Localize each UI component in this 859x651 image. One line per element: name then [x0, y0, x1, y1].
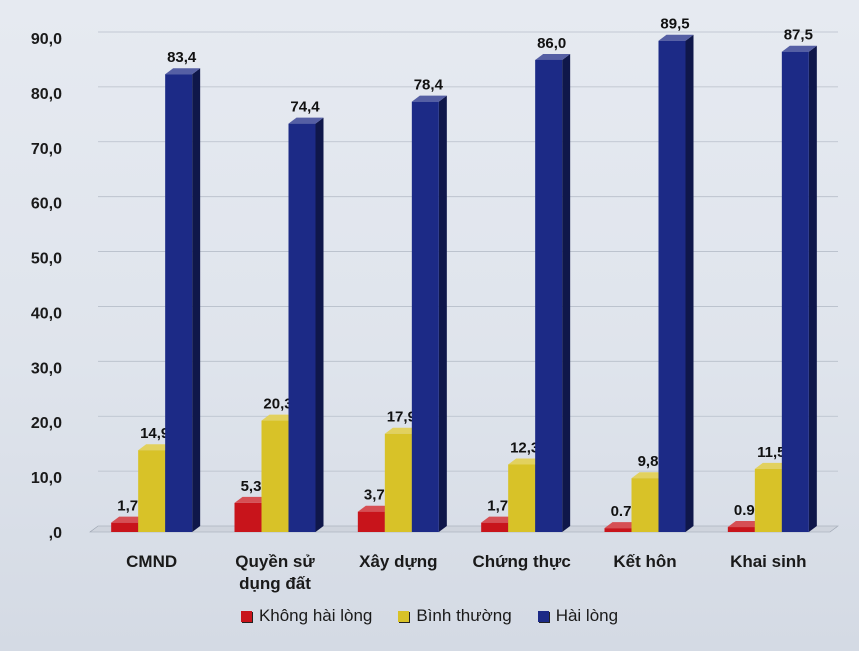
data-label: 1,7 — [117, 498, 138, 515]
x-tick-label: Khai sinh — [730, 552, 807, 571]
data-label: 5,3 — [241, 478, 262, 495]
data-label: 83,4 — [167, 49, 197, 66]
data-label: 74,4 — [290, 99, 320, 116]
bar-top — [138, 444, 174, 451]
data-label: 9,8 — [638, 453, 659, 470]
bar-top — [384, 427, 420, 434]
data-label: 14,9 — [140, 425, 169, 442]
legend-label-hai-long: Hài lòng — [555, 606, 619, 625]
y-tick-label: 20,0 — [31, 415, 62, 432]
bar — [481, 522, 509, 532]
bar-top — [234, 496, 270, 503]
bar-side — [685, 34, 694, 532]
bar — [234, 502, 262, 532]
data-label: 11,5 — [757, 444, 785, 461]
bar — [138, 450, 166, 532]
bar — [535, 59, 563, 532]
x-tick-label: Quyền sử — [235, 552, 315, 571]
bar-top — [111, 516, 147, 523]
data-label: 20,3 — [263, 396, 292, 413]
bar-top — [535, 53, 571, 60]
x-tick-label: Xây dựng — [359, 552, 437, 571]
x-tick-label: Chứng thực — [473, 552, 571, 571]
bar-top — [508, 458, 544, 465]
data-label: 0.9 — [734, 502, 755, 519]
bar-side — [808, 45, 817, 532]
bar-top — [727, 521, 763, 528]
x-tick-label: dụng đất — [239, 574, 311, 593]
y-tick-label: 30,0 — [31, 360, 62, 377]
bar — [658, 40, 686, 532]
bar — [384, 433, 412, 532]
bar-top — [357, 505, 393, 512]
bar — [727, 527, 755, 532]
bar-side — [192, 68, 201, 532]
bar — [604, 528, 632, 532]
data-label: 78,4 — [414, 77, 444, 94]
bar-side — [315, 117, 324, 533]
data-label: 12,3 — [510, 439, 539, 456]
x-tick-label: CMND — [126, 552, 177, 571]
bar — [111, 522, 139, 532]
y-tick-label: 70,0 — [31, 141, 62, 158]
bar-top — [288, 117, 324, 124]
legend-item-binh-thuong: Bình thường — [398, 606, 512, 626]
data-label: 89,5 — [660, 16, 689, 33]
bar — [631, 478, 659, 532]
bar-top — [481, 516, 517, 523]
y-tick-label: 90,0 — [31, 31, 62, 48]
data-label: 17,9 — [387, 409, 416, 426]
legend-swatch-binh-thuong — [398, 610, 410, 622]
y-tick-label: 50,0 — [31, 251, 62, 268]
y-tick-label: 80,0 — [31, 86, 62, 103]
bar — [411, 101, 439, 532]
bar-top — [411, 95, 447, 102]
y-tick-label: 60,0 — [31, 196, 62, 213]
bar-top — [165, 68, 201, 75]
chart-floor — [89, 525, 839, 533]
bar — [261, 420, 289, 532]
bar — [781, 51, 809, 532]
bar-top — [754, 462, 790, 469]
data-label: 3,7 — [364, 487, 385, 504]
bar — [357, 511, 385, 532]
bar — [288, 123, 316, 533]
data-label: 1,7 — [487, 498, 508, 515]
legend: Không hài lòng Bình thường Hài lòng — [0, 606, 859, 626]
bar-top — [604, 522, 640, 529]
legend-item-khong-hai-long: Không hài lòng — [240, 606, 373, 626]
data-label: 0.7 — [611, 503, 632, 520]
data-label: 87,5 — [784, 27, 813, 44]
bar-side — [438, 95, 447, 532]
bar-top — [631, 472, 667, 479]
y-tick-label: ,0 — [49, 525, 62, 542]
legend-swatch-khong-hai-long — [240, 610, 252, 622]
bar-top — [781, 45, 817, 52]
y-tick-label: 10,0 — [31, 470, 62, 487]
legend-label-khong-hai-long: Không hài lòng — [258, 606, 373, 625]
legend-label-binh-thuong: Bình thường — [416, 606, 512, 625]
legend-swatch-hai-long — [537, 610, 549, 622]
legend-item-hai-long: Hài lòng — [537, 606, 619, 626]
bar-top — [261, 414, 297, 421]
bar — [165, 74, 193, 532]
data-label: 86,0 — [537, 35, 566, 52]
x-tick-label: Kết hôn — [613, 552, 676, 571]
bar-side — [562, 53, 571, 532]
bar-top — [658, 34, 694, 41]
y-tick-label: 40,0 — [31, 305, 62, 322]
bar — [508, 464, 536, 532]
bar — [754, 468, 782, 532]
